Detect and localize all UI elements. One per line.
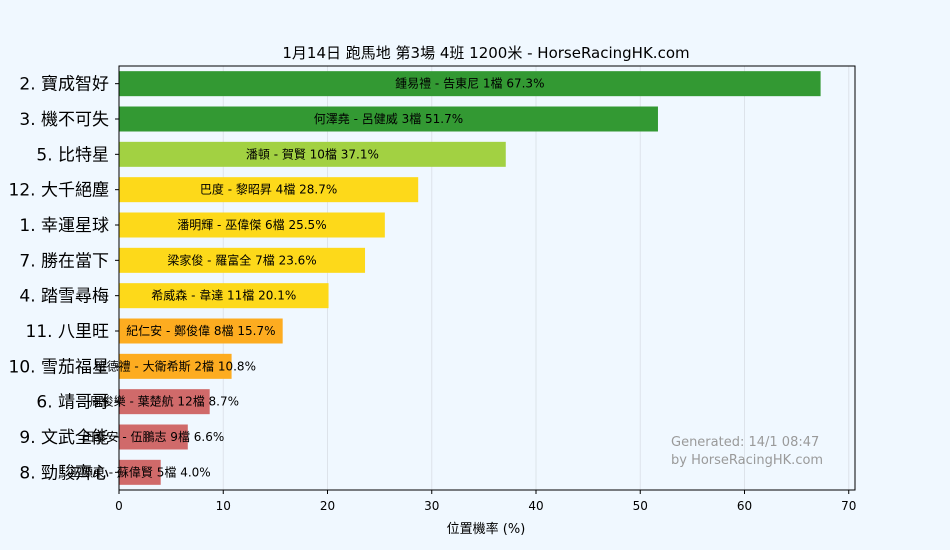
bar	[119, 283, 329, 309]
y-tick-label: 8. 勁駿齊心	[19, 463, 109, 483]
x-tick-label: 20	[320, 499, 335, 513]
bar-value-label: 4.0%	[180, 465, 211, 479]
bar-data-label: 梁家俊 - 羅富全 7檔 23.6%	[167, 252, 316, 267]
bar-info-label: 潘明輝 - 巫偉傑 6檔	[177, 218, 288, 232]
bar-value-label: 8.7%	[209, 395, 240, 409]
bars-group: 鍾易禮 - 告東尼 1檔 67.3% 何澤堯 - 呂健威 3檔 51.7% 潘頓 -…	[69, 71, 821, 485]
bar-value-label: 15.7%	[237, 324, 275, 338]
x-tick-label: 40	[528, 499, 543, 513]
bar-value-label: 23.6%	[279, 253, 317, 267]
bar	[119, 177, 419, 203]
bar	[119, 424, 188, 450]
bar-info-label: 鍾易禮 - 告東尼 1檔	[395, 77, 506, 91]
x-tick-label: 60	[737, 499, 752, 513]
bar-info-label: 巴度 - 黎昭昇 4檔	[200, 182, 299, 197]
bar	[119, 459, 161, 485]
x-tick-label: 70	[841, 499, 856, 513]
bar-info-label: 梁家俊 - 羅富全 7檔	[167, 252, 278, 267]
bar	[119, 141, 506, 167]
bar-data-label: 周俊樂 - 葉楚航 12檔 8.7%	[90, 394, 239, 409]
bar	[119, 247, 366, 273]
bar-info-label: 巫顯東 - 蘇偉賢 5檔	[69, 465, 180, 479]
bar-value-label: 6.6%	[194, 430, 225, 444]
bar	[119, 212, 385, 238]
bar	[119, 389, 210, 415]
bar-data-label: 鍾易禮 - 告東尼 1檔 67.3%	[395, 77, 544, 91]
plot-frame	[118, 65, 856, 491]
y-tick-label: 10. 雪茄福星	[9, 357, 109, 377]
watermark-line-2: by HorseRacingHK.com	[671, 453, 823, 468]
axes: 2. 寶成智好 3. 機不可失 5. 比特星 12. 大千絕塵 1. 幸運星球 7. 勝在…	[9, 65, 856, 513]
bar-info-label: 紀仁安 - 鄭俊偉 8檔	[126, 323, 237, 338]
bar-value-label: 10.8%	[218, 359, 256, 373]
bar-data-label: 巫顯東 - 蘇偉賢 5檔 4.0%	[69, 465, 211, 479]
x-axis-label: 位置機率 (%)	[447, 521, 526, 537]
bar-data-label: 希威森 - 韋達 11檔 20.1%	[151, 288, 296, 303]
bar	[119, 106, 658, 132]
bar-data-label: 班德禮 - 大衛希斯 2檔 10.8%	[95, 358, 256, 373]
bar-data-label: 巴度 - 黎昭昇 4檔 28.7%	[200, 182, 337, 197]
x-tick-label: 0	[115, 499, 123, 513]
y-tick-label: 4. 踏雪尋梅	[19, 287, 109, 307]
bar	[119, 318, 283, 344]
bar-value-label: 28.7%	[299, 183, 337, 197]
bar-info-label: 班德禮 - 大衛希斯 2檔	[95, 358, 218, 373]
bar-info-label: 希威森 - 韋達 11檔	[151, 288, 258, 303]
bar-data-label: 何澤堯 - 呂健威 3檔 51.7%	[314, 112, 463, 126]
bar	[119, 353, 232, 379]
bar-info-label: 田泰安 - 伍鵬志 9檔	[83, 429, 194, 444]
watermark: Generated: 14/1 08:47 by HorseRacingHK.c…	[671, 435, 823, 468]
bar-value-label: 20.1%	[258, 289, 296, 303]
watermark-line-1: Generated: 14/1 08:47	[671, 435, 819, 450]
x-tick-label: 30	[424, 499, 439, 513]
bar-data-label: 紀仁安 - 鄭俊偉 8檔 15.7%	[126, 323, 275, 338]
y-tick-label: 1. 幸運星球	[19, 216, 109, 236]
bar-info-label: 潘頓 - 賀賢 10檔	[246, 147, 341, 161]
bar-value-label: 37.1%	[341, 147, 379, 161]
bar-info-label: 何澤堯 - 呂健威 3檔	[314, 112, 425, 126]
y-tick-label: 3. 機不可失	[19, 110, 109, 130]
bar-value-label: 67.3%	[506, 77, 544, 91]
y-tick-label: 11. 八里旺	[26, 322, 109, 342]
y-tick-label: 6. 靖哥哥	[36, 393, 109, 413]
bar	[119, 71, 821, 97]
x-tick-label: 50	[633, 499, 648, 513]
y-tick-label: 12. 大千絕塵	[9, 181, 109, 201]
y-tick-label: 7. 勝在當下	[19, 251, 109, 271]
y-tick-label: 2. 寶成智好	[19, 74, 109, 95]
chart-title: 1月14日 跑馬地 第3場 4班 1200米 - HorseRacingHK.c…	[282, 44, 689, 62]
bar-value-label: 51.7%	[425, 112, 463, 126]
bar-data-label: 潘明輝 - 巫偉傑 6檔 25.5%	[177, 218, 326, 232]
x-tick-label: 10	[216, 499, 231, 513]
bar-data-label: 田泰安 - 伍鵬志 9檔 6.6%	[83, 429, 225, 444]
y-tick-label: 9. 文武全能	[19, 428, 109, 448]
bar-data-label: 潘頓 - 賀賢 10檔 37.1%	[246, 147, 379, 161]
y-tick-label: 5. 比特星	[36, 145, 109, 165]
grid-lines	[118, 66, 850, 490]
bar-value-label: 25.5%	[288, 218, 326, 232]
